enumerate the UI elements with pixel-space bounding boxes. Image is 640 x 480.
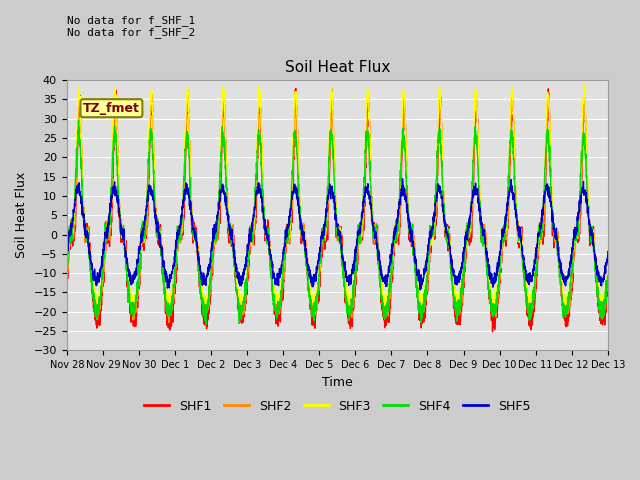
Text: No data for f_SHF_1
No data for f_SHF_2: No data for f_SHF_1 No data for f_SHF_2 [67, 15, 195, 38]
SHF5 [125, 267, 132, 273]
SHF5 [536, 229, 543, 235]
SHF2 [604, 279, 612, 285]
Y-axis label: Soil Heat Flux: Soil Heat Flux [15, 172, 28, 258]
SHF4 [604, 275, 612, 280]
SHF1 [536, 230, 543, 236]
SHF1 [594, 281, 602, 287]
Line: SHF3: SHF3 [67, 84, 608, 306]
Line: SHF5: SHF5 [67, 179, 608, 290]
SHF1 [271, 301, 278, 307]
SHF2 [536, 229, 543, 235]
SHF3 [294, 139, 301, 144]
SHF5 [63, 255, 70, 261]
SHF2 [157, 239, 164, 245]
SHF5 [417, 287, 424, 293]
SHF1 [63, 271, 70, 277]
Line: SHF4: SHF4 [67, 120, 608, 324]
SHF5 [604, 249, 612, 254]
SHF1 [294, 155, 301, 161]
SHF5 [294, 202, 301, 208]
SHF4 [271, 300, 278, 306]
SHF4 [63, 276, 70, 282]
SHF2 [328, 86, 336, 92]
SHF3 [125, 275, 132, 281]
SHF3 [271, 287, 278, 293]
SHF1 [604, 282, 612, 288]
Legend: SHF1, SHF2, SHF3, SHF4, SHF5: SHF1, SHF2, SHF3, SHF4, SHF5 [139, 395, 536, 418]
SHF5 [271, 271, 278, 277]
X-axis label: Time: Time [322, 376, 353, 389]
SHF3 [535, 228, 543, 234]
SHF1 [125, 290, 132, 296]
SHF3 [63, 271, 70, 277]
Title: Soil Heat Flux: Soil Heat Flux [285, 60, 390, 75]
SHF4 [157, 248, 164, 253]
SHF4 [294, 172, 302, 178]
SHF2 [125, 277, 132, 283]
SHF2 [594, 281, 602, 287]
Text: TZ_fmet: TZ_fmet [83, 102, 140, 115]
SHF3 [604, 264, 612, 270]
SHF4 [594, 291, 602, 297]
SHF5 [399, 176, 406, 181]
SHF2 [165, 320, 173, 325]
Line: SHF1: SHF1 [67, 88, 608, 332]
SHF2 [63, 284, 70, 289]
SHF4 [202, 321, 210, 327]
SHF5 [157, 241, 164, 247]
SHF4 [125, 280, 132, 286]
SHF4 [75, 117, 83, 123]
SHF3 [600, 303, 607, 309]
SHF1 [157, 233, 164, 239]
SHF1 [292, 85, 300, 91]
SHF3 [157, 230, 164, 236]
SHF3 [593, 271, 601, 277]
SHF3 [580, 81, 588, 87]
SHF5 [594, 270, 602, 276]
SHF1 [489, 329, 497, 335]
SHF2 [294, 135, 301, 141]
SHF4 [536, 228, 543, 234]
SHF2 [271, 301, 278, 307]
Line: SHF2: SHF2 [67, 89, 608, 323]
